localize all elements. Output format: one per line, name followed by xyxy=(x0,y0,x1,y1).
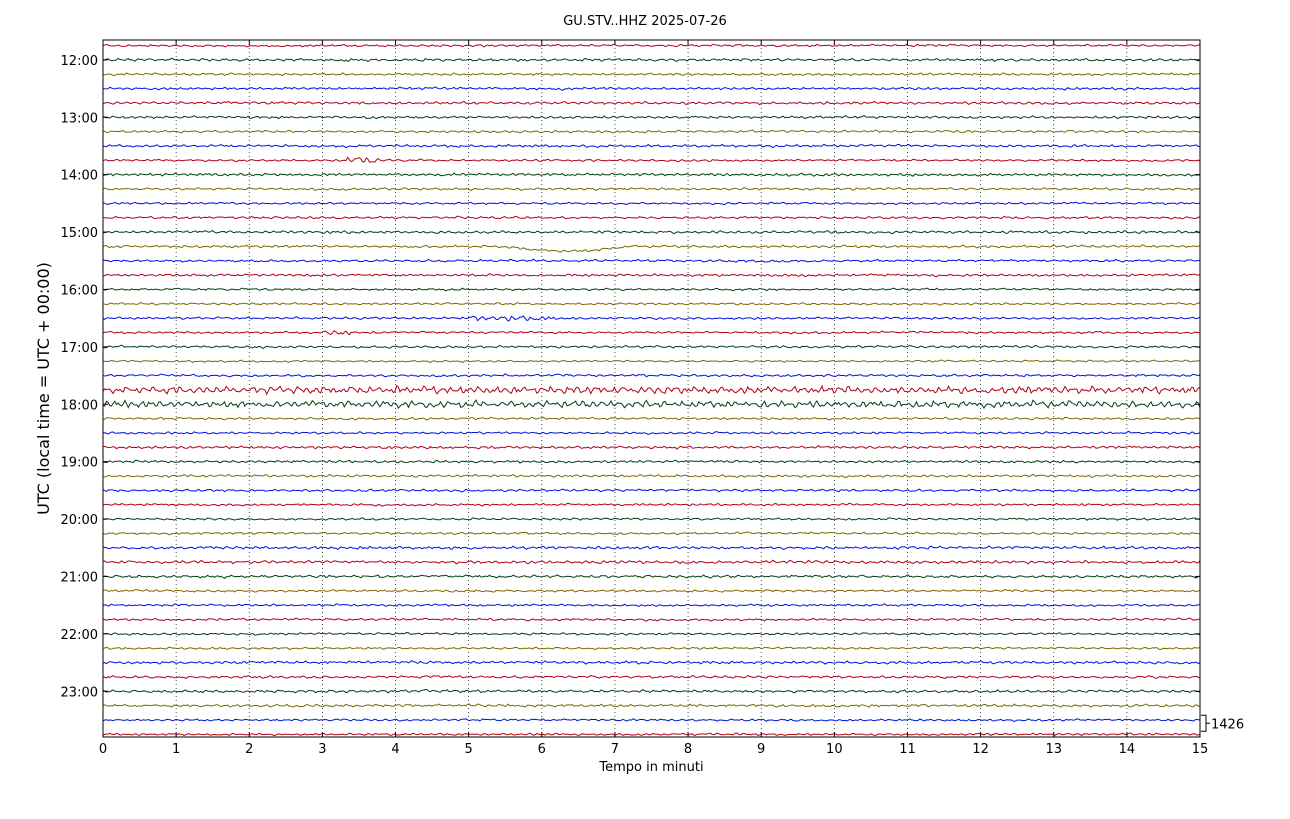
trace-line xyxy=(102,43,1201,48)
trace-line xyxy=(102,287,1201,292)
x-tick-label: 7 xyxy=(611,742,619,757)
y-tick-label: 16:00 xyxy=(61,283,98,298)
trace-line xyxy=(102,186,1201,192)
y-tick-label: 19:00 xyxy=(61,456,98,471)
trace-line xyxy=(102,344,1201,349)
x-tick-label: 4 xyxy=(391,742,399,757)
trace-line xyxy=(102,273,1201,278)
trace-line xyxy=(102,502,1201,507)
trace-line xyxy=(102,359,1201,364)
x-tick-label: 2 xyxy=(245,742,253,757)
trace-line xyxy=(102,215,1201,220)
x-tick-label: 10 xyxy=(826,742,843,757)
x-tick-label: 9 xyxy=(757,742,765,757)
trace-line xyxy=(102,459,1201,464)
trace-line xyxy=(102,703,1201,708)
x-tick-label: 5 xyxy=(465,742,473,757)
trace-layer xyxy=(102,43,1201,737)
amplitude-scale: 1426 xyxy=(1201,714,1244,732)
trace-line xyxy=(102,689,1201,694)
trace-line xyxy=(102,373,1201,378)
plot-frame xyxy=(102,39,1201,738)
trace-line xyxy=(102,315,1201,322)
trace-line xyxy=(102,86,1201,91)
trace-line xyxy=(102,646,1201,651)
y-tick-label: 17:00 xyxy=(61,341,98,356)
x-tick-label: 13 xyxy=(1045,742,1062,757)
trace-line xyxy=(102,172,1201,177)
scale-label: 1426 xyxy=(1211,717,1244,732)
trace-line xyxy=(102,201,1201,206)
y-tick-label: 22:00 xyxy=(61,628,98,643)
y-axis-ticks: 12:00 13:00 14:00 15:00 16:00 17:00 18:00 19:00… xyxy=(61,54,1200,700)
y-tick-label: 13:00 xyxy=(61,111,98,126)
x-tick-label: 1 xyxy=(172,742,180,757)
y-tick-label: 15:00 xyxy=(61,226,98,241)
x-tick-label: 11 xyxy=(899,742,916,757)
trace-line xyxy=(102,100,1201,106)
trace-line xyxy=(102,559,1201,565)
x-tick-label: 3 xyxy=(318,742,326,757)
y-tick-label: 20:00 xyxy=(61,513,98,528)
trace-line xyxy=(102,718,1201,723)
trace-line xyxy=(102,732,1201,737)
trace-line xyxy=(102,473,1201,479)
y-tick-label: 21:00 xyxy=(61,570,98,585)
trace-line xyxy=(102,399,1201,410)
trace-line xyxy=(102,588,1201,593)
trace-line xyxy=(102,430,1201,435)
trace-line xyxy=(102,488,1201,493)
trace-line xyxy=(102,660,1201,665)
x-axis-ticks: 0 1 2 3 4 5 6 7 8 9 10 11 12 13 14 15 xyxy=(99,40,1208,757)
trace-line xyxy=(102,574,1201,579)
y-tick-label: 12:00 xyxy=(61,54,98,69)
trace-line xyxy=(102,301,1201,306)
trace-line xyxy=(102,416,1201,421)
x-axis-label: Tempo in minuti xyxy=(598,760,703,775)
trace-line xyxy=(102,674,1201,680)
y-tick-label: 18:00 xyxy=(61,398,98,413)
trace-line xyxy=(102,444,1201,450)
trace-line xyxy=(102,632,1201,636)
trace-line xyxy=(102,531,1201,536)
scale-bracket xyxy=(1201,714,1210,732)
trace-line xyxy=(102,603,1201,608)
y-tick-label: 14:00 xyxy=(61,169,98,184)
x-tick-label: 8 xyxy=(684,742,692,757)
trace-line xyxy=(102,545,1201,551)
trace-line xyxy=(102,517,1201,521)
trace-line xyxy=(102,329,1201,336)
x-tick-label: 15 xyxy=(1192,742,1209,757)
trace-line xyxy=(102,244,1201,253)
trace-line xyxy=(102,156,1201,163)
trace-line xyxy=(102,384,1201,396)
x-tick-label: 14 xyxy=(1119,742,1136,757)
trace-line xyxy=(102,72,1201,77)
trace-line xyxy=(102,143,1201,149)
trace-line xyxy=(102,258,1201,263)
trace-line xyxy=(102,129,1201,134)
x-tick-label: 12 xyxy=(972,742,989,757)
trace-line xyxy=(102,114,1201,120)
trace-line xyxy=(102,230,1201,235)
x-tick-label: 6 xyxy=(538,742,546,757)
chart-title: GU.STV..HHZ 2025-07-26 xyxy=(563,14,727,29)
trace-line xyxy=(102,617,1201,622)
x-tick-label: 0 xyxy=(99,742,107,757)
y-axis-label: UTC (local time = UTC + 00:00) xyxy=(34,262,53,515)
trace-line xyxy=(102,57,1201,63)
y-tick-label: 23:00 xyxy=(61,685,98,700)
